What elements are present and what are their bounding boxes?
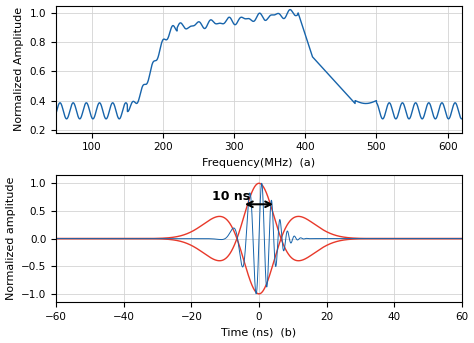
X-axis label: Frequency(MHz)  (a): Frequency(MHz) (a) — [202, 158, 316, 168]
Y-axis label: Normalized amplitude: Normalized amplitude — [6, 177, 16, 300]
Y-axis label: Normalized Amplitude: Normalized Amplitude — [14, 7, 24, 131]
Text: 10 ns: 10 ns — [211, 190, 250, 203]
X-axis label: Time (ns)  (b): Time (ns) (b) — [221, 328, 297, 338]
